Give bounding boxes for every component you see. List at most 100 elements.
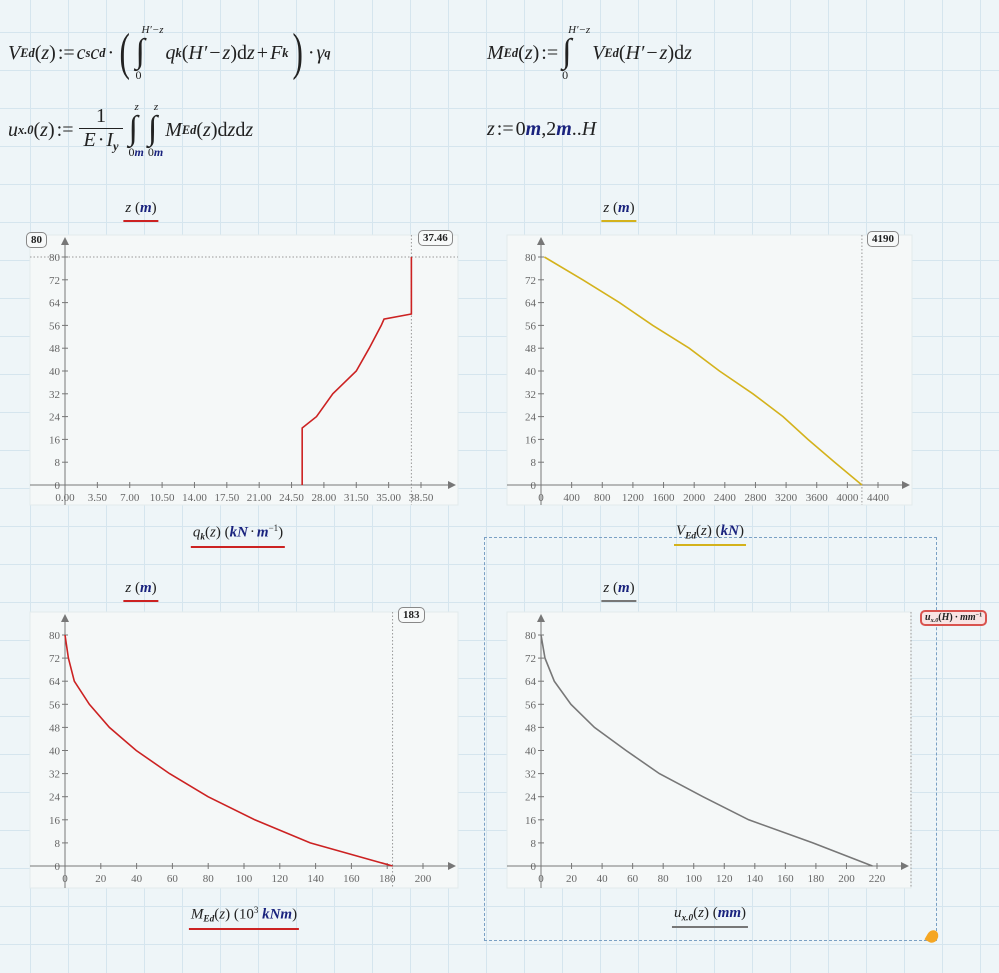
chart-2: 0 400 800 1200 1600 2000 2400 2800 3200 3600 4000 4…	[506, 234, 913, 506]
y-tick-label: 0	[55, 480, 61, 492]
y-axis-label[interactable]: z (m)	[123, 580, 159, 602]
x-readout-expression[interactable]: ux.0(H) · mm−1	[920, 610, 988, 627]
x-tick-label: 31.50	[344, 492, 369, 504]
integral-upper-limit: H′−z	[141, 24, 164, 37]
x-tick-label: 60	[627, 873, 639, 885]
y-tick-label: 64	[49, 676, 61, 688]
text: (	[609, 580, 618, 596]
x-tick-label: 0	[538, 492, 544, 504]
y-tick-label: 24	[525, 792, 537, 804]
plot-area	[29, 234, 459, 506]
integral-lower-limit: 0m	[129, 146, 144, 158]
y-tick-label: 24	[525, 412, 537, 424]
x-tick-label: 60	[167, 873, 179, 885]
series-line	[64, 634, 393, 867]
bracket: )	[291, 24, 303, 81]
x-tick-label: 2400	[714, 492, 737, 504]
variable: c	[76, 41, 86, 64]
x-tick-label: 0.00	[55, 492, 75, 504]
variable: V	[676, 523, 686, 539]
text: )	[292, 906, 298, 923]
x-tick-label: 180	[808, 873, 825, 885]
y-axis-label[interactable]: z (m)	[123, 200, 159, 222]
unit: m	[256, 524, 269, 541]
x-tick-label: 100	[685, 873, 702, 885]
x-readout[interactable]: 183	[398, 607, 425, 623]
text: )	[210, 118, 218, 141]
x-axis-label[interactable]: VEd(z) (kN)	[674, 523, 746, 547]
x-tick-label: 40	[131, 873, 143, 885]
variable: z	[203, 118, 211, 141]
variable: z	[219, 906, 226, 923]
variable: F	[270, 41, 283, 64]
y-tick-label: 16	[525, 815, 537, 827]
subscript: q	[324, 45, 331, 60]
x-tick-label: 38.50	[409, 492, 434, 504]
y-tick-label: 64	[525, 298, 537, 310]
text: )	[706, 523, 712, 539]
y-tick-label: 56	[525, 699, 537, 711]
subscript: d	[99, 45, 106, 60]
x-tick-label: 1600	[653, 492, 676, 504]
text: (	[214, 906, 220, 923]
x-axis-label[interactable]: MEd(z) (103 kNm)	[188, 905, 300, 930]
variable: u	[925, 612, 931, 623]
x-readout[interactable]: 37.46	[418, 230, 453, 246]
equation-z-range[interactable]: z:= 0 m ,2 m.. H	[487, 115, 596, 143]
limit-unit: m	[153, 144, 164, 159]
operator: :=	[57, 41, 75, 64]
x-tick-label: 140	[307, 873, 324, 885]
text: (10	[230, 906, 254, 923]
y-readout[interactable]: 80	[26, 232, 47, 248]
text: (	[693, 905, 699, 921]
limit-unit: m	[134, 144, 144, 159]
y-tick-label: 40	[49, 366, 61, 378]
y-tick-label: 16	[49, 434, 61, 446]
variable: H	[581, 117, 597, 140]
x-tick-label: 100	[236, 873, 253, 885]
x-tick-label: 200	[415, 873, 432, 885]
text: )	[532, 41, 540, 64]
y-axis-label[interactable]: z (m)	[601, 580, 637, 602]
integral: H′−z ∫ 0	[562, 24, 591, 82]
subscript: x.0	[930, 617, 939, 625]
y-tick-label: 48	[49, 722, 61, 734]
y-tick-label: 40	[525, 746, 537, 758]
operator: ·	[97, 129, 105, 152]
y-tick-label: 80	[525, 630, 537, 642]
superscript: 3	[253, 905, 259, 915]
text: )	[215, 524, 221, 541]
integral-upper-limit: z	[153, 101, 159, 114]
y-axis-label[interactable]: z (m)	[601, 200, 637, 222]
subscript: Ed	[503, 45, 519, 60]
y-tick-label: 56	[49, 699, 61, 711]
y-tick-label: 0	[55, 861, 61, 873]
y-tick-label: 80	[525, 252, 537, 264]
limit-value: 0	[562, 67, 569, 82]
x-axis-label[interactable]: qk(z) (kN · m−1)	[190, 523, 286, 548]
x-tick-label: 3200	[775, 492, 798, 504]
y-tick-label: 8	[55, 457, 61, 469]
y-tick-label: 8	[55, 838, 61, 850]
x-axis-label[interactable]: ux.0(z) (mm)	[671, 905, 749, 929]
x-tick-label: 20	[95, 873, 107, 885]
variable: z	[524, 41, 533, 64]
text: (	[34, 41, 42, 64]
variable: c	[90, 41, 100, 64]
variable: u	[673, 905, 682, 921]
subscript: Ed	[604, 45, 619, 60]
integral-upper-limit: H′−z	[568, 24, 591, 37]
y-axis-arrow-icon	[537, 614, 545, 622]
variable: mm	[960, 612, 976, 623]
denominator: E · Iy	[79, 128, 123, 154]
y-tick-label: 16	[49, 815, 61, 827]
text: (	[33, 118, 41, 141]
y-tick-label: 72	[49, 275, 60, 287]
x-readout[interactable]: 4190	[867, 231, 899, 247]
x-tick-label: 140	[747, 873, 764, 885]
y-tick-label: 32	[525, 769, 536, 781]
x-tick-label: 20	[566, 873, 578, 885]
